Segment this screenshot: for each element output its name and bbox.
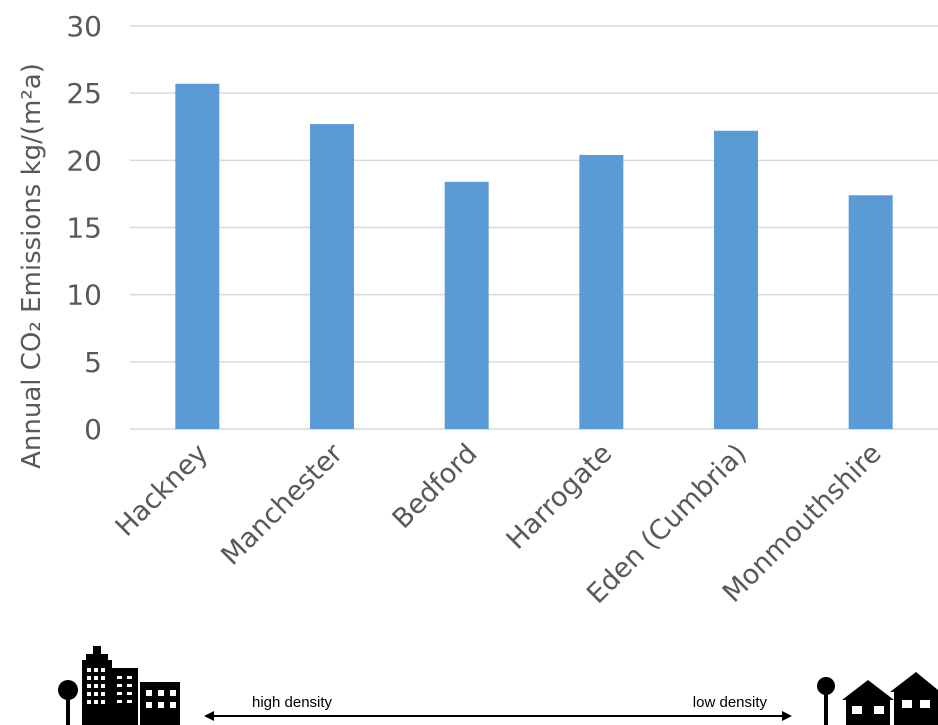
y-tick-label: 30	[66, 10, 102, 43]
bar-hackney	[175, 83, 220, 429]
x-tick-label: Hackney	[110, 438, 215, 543]
low-density-label: low density	[693, 694, 768, 711]
y-tick-label: 15	[66, 212, 102, 245]
density-scale: high density low density	[58, 646, 938, 725]
y-tick-label: 0	[84, 413, 102, 446]
x-tick-label: Harrogate	[501, 438, 619, 556]
x-tick-label: Bedford	[387, 438, 484, 535]
city-buildings-icon	[58, 646, 180, 725]
y-tick-label: 10	[66, 279, 102, 312]
bar-bedford	[444, 181, 489, 429]
x-tick-label: Manchester	[215, 437, 349, 571]
bars	[175, 83, 893, 430]
y-axis-label: Annual CO₂ Emissions kg/(m²a)	[17, 63, 47, 469]
bar-manchester	[310, 124, 354, 430]
y-tick-labels: 0 5 10 15 20 25 30	[66, 10, 102, 446]
gridlines	[130, 25, 938, 430]
high-density-label: high density	[252, 694, 333, 711]
house-with-tree-icon	[817, 672, 938, 725]
y-tick-label: 25	[66, 77, 102, 110]
bar-harrogate	[579, 154, 624, 429]
density-arrow	[204, 711, 792, 721]
bar-eden-cumbria	[714, 130, 758, 429]
bar-monmouthshire	[848, 195, 893, 429]
y-tick-label: 20	[66, 144, 102, 177]
y-tick-label: 5	[84, 346, 102, 379]
